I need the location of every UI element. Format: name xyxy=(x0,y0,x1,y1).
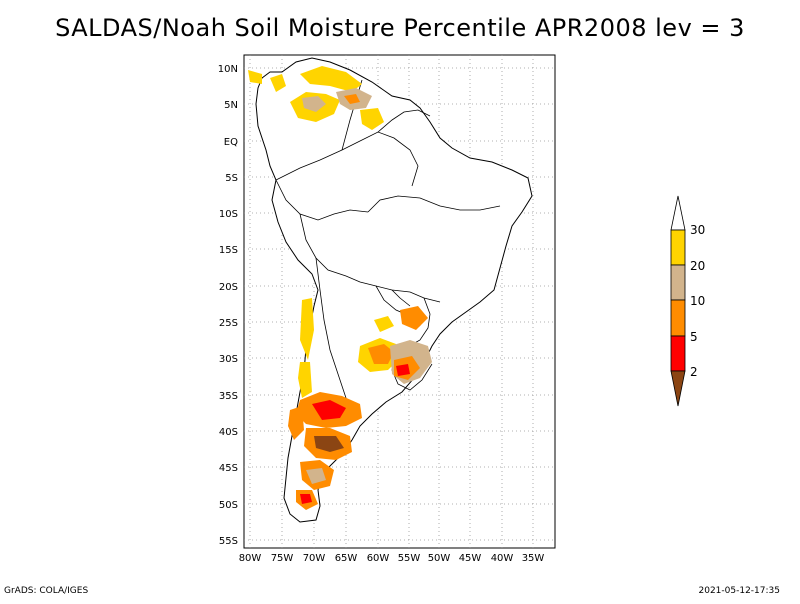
lat-label: 35S xyxy=(219,391,238,402)
lon-label: 35W xyxy=(522,553,545,564)
country-borders xyxy=(275,79,501,411)
colorbar-label: 10 xyxy=(690,294,705,308)
lat-label: 10N xyxy=(218,64,238,75)
colorbar-swatch xyxy=(670,299,686,337)
colorbar-label: 30 xyxy=(690,223,705,237)
lon-label: 70W xyxy=(303,553,326,564)
lat-label: 30S xyxy=(219,354,238,365)
colorbar-swatch xyxy=(670,229,686,266)
lat-label: 50S xyxy=(219,500,238,511)
colorbar-label: 2 xyxy=(690,365,698,379)
map-title: SALDAS/Noah Soil Moisture Percentile APR… xyxy=(55,14,745,42)
lat-label: EQ xyxy=(224,137,238,148)
lat-label: 5S xyxy=(225,173,238,184)
longitude-labels: 80W 75W 70W 65W 60W 55W 50W 45W 40W 35W xyxy=(239,553,545,564)
lon-label: 60W xyxy=(367,553,390,564)
lon-label: 75W xyxy=(271,553,294,564)
lon-label: 55W xyxy=(398,553,421,564)
colorbar-label: 20 xyxy=(690,259,705,273)
colorbar-swatch xyxy=(670,335,686,372)
lon-label: 65W xyxy=(335,553,358,564)
colorbar-label: 5 xyxy=(690,330,698,344)
lat-label: 55S xyxy=(219,536,238,547)
lon-label: 80W xyxy=(239,553,262,564)
lon-label: 50W xyxy=(428,553,451,564)
lon-label: 45W xyxy=(459,553,482,564)
footer-timestamp: 2021-05-12-17:35 xyxy=(698,586,781,596)
colorbar-swatch xyxy=(670,264,686,301)
latitude-labels: 10N 5N EQ 5S 10S 15S 20S 25S 30S 35S 40S… xyxy=(218,64,238,547)
lat-label: 40S xyxy=(219,427,238,438)
lat-label: 25S xyxy=(219,318,238,329)
lat-label: 10S xyxy=(219,209,238,220)
lat-label: 5N xyxy=(224,100,238,111)
lat-label: 15S xyxy=(219,245,238,256)
footer-credit: GrADS: COLA/IGES xyxy=(4,586,89,596)
lon-label: 40W xyxy=(491,553,514,564)
colorbar-top-triangle xyxy=(670,195,686,231)
soil-moisture-shading xyxy=(248,66,432,510)
lat-label: 20S xyxy=(219,282,238,293)
colorbar-bottom-triangle xyxy=(670,370,686,407)
colorbar: 30 20 10 5 2 xyxy=(670,195,705,407)
lat-label: 45S xyxy=(219,463,238,474)
